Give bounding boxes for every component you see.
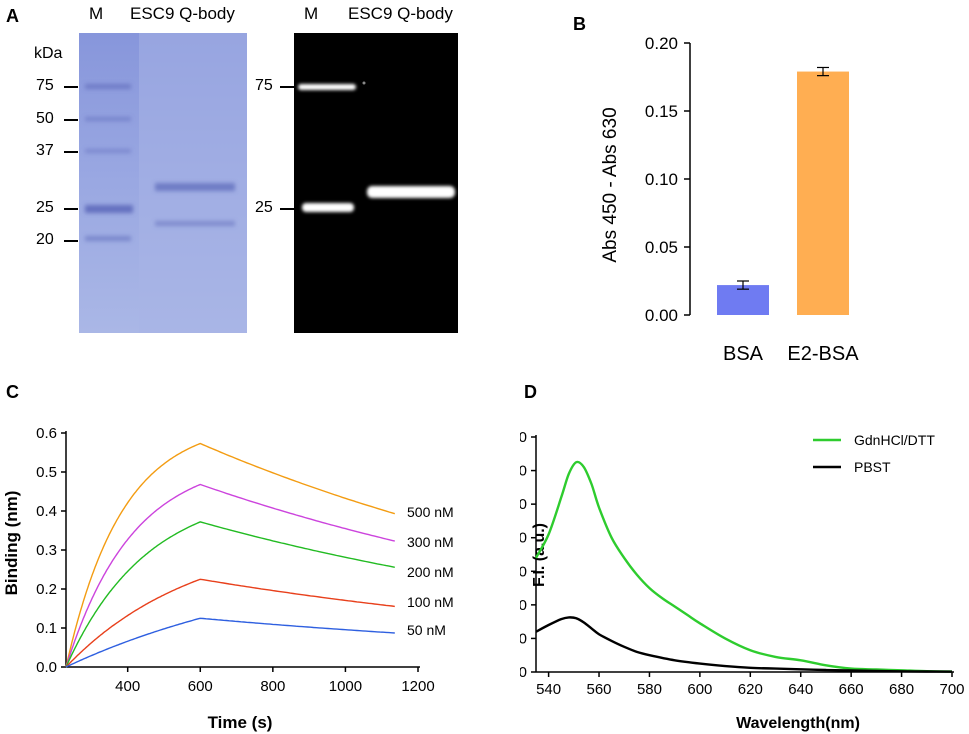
stain-band-marker-75 bbox=[85, 84, 131, 89]
d-y-tick-label: 40 bbox=[520, 597, 527, 614]
c-y-axis-label: Binding (nm) bbox=[2, 491, 21, 596]
b-y-tick-label: 0.20 bbox=[645, 34, 678, 53]
c-series-label: 300 nM bbox=[407, 534, 454, 550]
fluor-band-marker-75 bbox=[298, 84, 356, 90]
fluorescence-gel-image bbox=[294, 33, 458, 333]
coomassie-gel-image bbox=[79, 33, 247, 333]
c-series-line-200nM bbox=[65, 521, 395, 668]
stain-tick-20 bbox=[64, 240, 78, 242]
d-x-tick-label: 700 bbox=[939, 681, 964, 698]
stain-tick-25 bbox=[64, 208, 78, 210]
c-y-tick-label: 0.1 bbox=[36, 620, 57, 637]
fluor-tick-75 bbox=[280, 86, 294, 88]
fluor-band-marker-25 bbox=[302, 203, 354, 212]
b-bar-bsa bbox=[717, 285, 769, 315]
b-category-label: E2-BSA bbox=[787, 343, 859, 365]
c-x-tick-label: 400 bbox=[115, 678, 140, 695]
b-y-tick-label: 0.00 bbox=[645, 306, 678, 325]
stain-marker-75: 75 bbox=[36, 77, 54, 94]
c-series-line-100nM bbox=[65, 578, 395, 668]
panel-d-letter: D bbox=[524, 382, 537, 402]
stain-lane-label-sample: ESC9 Q-body bbox=[130, 4, 235, 23]
fluor-marker-75: 75 bbox=[255, 77, 273, 94]
c-x-tick-label: 1000 bbox=[329, 678, 362, 695]
stain-lane-label-marker: M bbox=[89, 4, 104, 23]
b-y-tick-label: 0.10 bbox=[645, 170, 678, 189]
panel-a-letter: A bbox=[6, 6, 19, 26]
c-series-label: 500 nM bbox=[407, 504, 454, 520]
bar-chart-b: Abs 450 - Abs 630 0.00 0.05 0.10 0.15 0.20 B… bbox=[600, 34, 859, 365]
d-y-axis-label: F.I. (a.u.) bbox=[531, 523, 548, 587]
c-series-line-500nM bbox=[65, 442, 396, 668]
d-x-tick-label: 600 bbox=[687, 681, 712, 698]
d-x-tick-label: 580 bbox=[637, 681, 662, 698]
d-series-line-pbst bbox=[535, 616, 953, 673]
c-x-axis-label: Time (s) bbox=[208, 713, 273, 732]
d-x-tick-label: 560 bbox=[587, 681, 612, 698]
stain-band-marker-20 bbox=[85, 236, 131, 241]
c-series-label: 50 nM bbox=[407, 622, 446, 638]
d-y-tick-label: 100 bbox=[520, 496, 527, 513]
c-series-label: 100 nM bbox=[407, 594, 454, 610]
d-series-line-gdnhcl-dtt bbox=[534, 460, 953, 673]
stain-marker-20: 20 bbox=[36, 231, 54, 248]
d-y-tick-label: 120 bbox=[520, 463, 527, 480]
panel-b-letter: B bbox=[573, 14, 586, 34]
d-y-tick-label: 0 bbox=[520, 664, 527, 681]
stain-tick-50 bbox=[64, 119, 78, 121]
d-y-tick-label: 60 bbox=[520, 563, 527, 580]
kda-unit-label: kDa bbox=[34, 45, 63, 62]
c-y-tick-label: 0.2 bbox=[36, 581, 57, 598]
fluor-lane-label-marker: M bbox=[304, 4, 319, 23]
line-chart-d: F.I. (a.u.) Wavelength(nm) 0 20 40 60 80 100 1… bbox=[520, 429, 965, 732]
c-y-tick-label: 0.5 bbox=[36, 464, 57, 481]
d-y-tick-label: 140 bbox=[520, 429, 527, 446]
stain-marker-37: 37 bbox=[36, 142, 54, 159]
stain-band-marker-50 bbox=[85, 117, 131, 121]
d-x-axis-label: Wavelength(nm) bbox=[736, 715, 860, 732]
fluor-tick-25 bbox=[280, 208, 294, 210]
line-chart-c: Binding (nm) Time (s) 0.0 0.1 0.2 0.3 0.4 0.5… bbox=[2, 425, 454, 732]
c-series-line-300nM bbox=[65, 483, 395, 668]
stain-band-marker-37 bbox=[85, 149, 131, 153]
stain-marker-25: 25 bbox=[36, 199, 54, 216]
d-x-tick-label: 620 bbox=[738, 681, 763, 698]
d-x-tick-label: 640 bbox=[788, 681, 813, 698]
d-y-tick-label: 20 bbox=[520, 630, 527, 647]
fluor-band-sample bbox=[367, 186, 455, 198]
stain-band-sample-lower bbox=[155, 221, 235, 226]
d-y-tick-label: 80 bbox=[520, 530, 527, 547]
c-x-tick-label: 600 bbox=[188, 678, 213, 695]
b-y-tick-label: 0.05 bbox=[645, 238, 678, 257]
c-y-tick-label: 0.4 bbox=[36, 503, 57, 520]
d-legend-label: GdnHCl/DTT bbox=[854, 432, 935, 448]
d-legend-label: PBST bbox=[854, 459, 891, 475]
c-x-tick-label: 1200 bbox=[401, 678, 434, 695]
c-x-tick-label: 800 bbox=[260, 678, 285, 695]
fluor-lane-label-sample: ESC9 Q-body bbox=[348, 4, 453, 23]
fluor-marker-25: 25 bbox=[255, 199, 273, 216]
stain-marker-50: 50 bbox=[36, 110, 54, 127]
stain-band-sample-upper bbox=[155, 183, 235, 191]
stain-tick-75 bbox=[64, 86, 78, 88]
c-y-tick-label: 0.6 bbox=[36, 425, 57, 442]
b-category-label: BSA bbox=[723, 343, 764, 365]
c-y-tick-label: 0.3 bbox=[36, 542, 57, 559]
d-x-tick-label: 540 bbox=[536, 681, 561, 698]
d-x-tick-label: 680 bbox=[889, 681, 914, 698]
c-y-tick-label: 0.0 bbox=[36, 659, 57, 676]
panel-c-letter: C bbox=[6, 382, 19, 402]
b-bar-e2-bsa bbox=[797, 71, 849, 315]
b-y-tick-label: 0.15 bbox=[645, 102, 678, 121]
stain-band-marker-25 bbox=[85, 205, 133, 213]
b-y-axis-label: Abs 450 - Abs 630 bbox=[600, 107, 621, 262]
c-series-line-50nM bbox=[65, 617, 395, 668]
stain-tick-37 bbox=[64, 151, 78, 153]
c-series-label: 200 nM bbox=[407, 564, 454, 580]
d-x-tick-label: 660 bbox=[839, 681, 864, 698]
